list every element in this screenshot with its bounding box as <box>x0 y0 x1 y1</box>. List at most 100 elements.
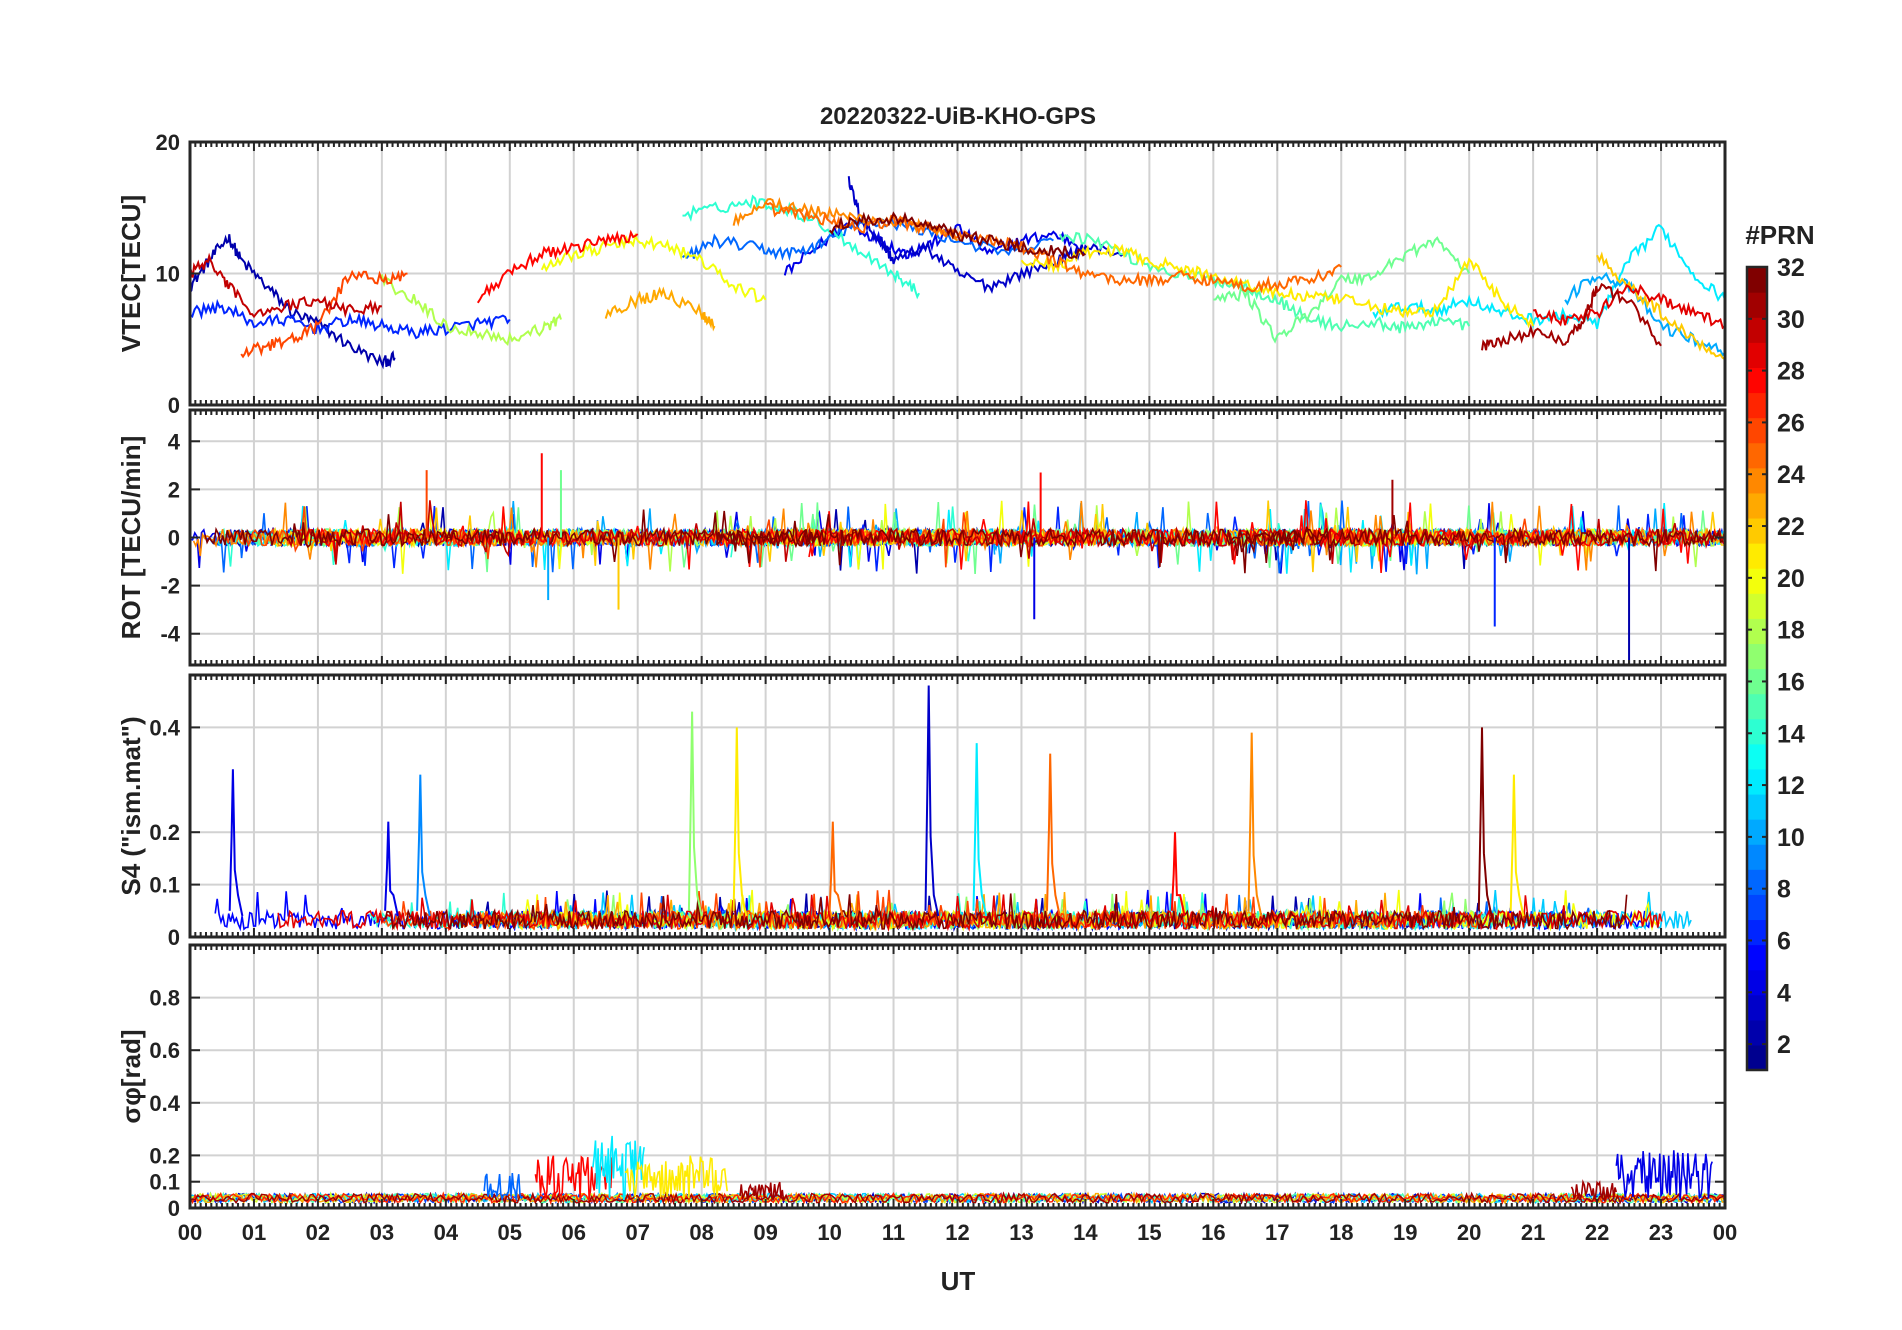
s4-spike-prn-4 <box>384 821 399 917</box>
x-tick-label: 11 <box>882 1220 905 1245</box>
colorbar-band <box>1747 417 1767 444</box>
sigma-bump-prn-4 <box>1615 1150 1713 1200</box>
vtec-series-prn-31 <box>1481 282 1662 351</box>
panel-s4: 0.4 0.2 0.1 0 S4 ("ism.mat") <box>116 673 1727 950</box>
sigma-bump-prn-31 <box>1570 1179 1618 1202</box>
x-tick-label: 01 <box>242 1220 266 1245</box>
y-tick-label: -4 <box>160 622 180 647</box>
colorbar-band <box>1747 568 1767 594</box>
vtec-series-prn-15 <box>1058 231 1471 334</box>
x-tick-label: 23 <box>1649 1220 1673 1245</box>
colorbar-tick-label: 18 <box>1777 617 1805 645</box>
vtec-series-prn-18 <box>380 274 562 347</box>
x-tick-label: 14 <box>1073 1220 1098 1245</box>
x-tick-label: 05 <box>498 1220 522 1245</box>
s4-series-prn-23 <box>457 892 1407 933</box>
colorbar-band <box>1747 844 1767 870</box>
y-tick-label: 4 <box>168 429 181 454</box>
colorbar-band <box>1747 718 1767 745</box>
y-axis-label: VTEC[TECU] <box>116 195 146 352</box>
y-tick-label: 20 <box>156 130 180 155</box>
y-tick-label: 0.1 <box>149 873 180 898</box>
colorbar-tick-label: 16 <box>1777 668 1805 696</box>
colorbar-tick-label: 4 <box>1777 979 1791 1007</box>
colorbar-band <box>1747 467 1767 494</box>
y-tick-label: 0 <box>168 925 180 950</box>
s4-spike-prn-25 <box>1046 753 1061 917</box>
x-tick-label: 09 <box>753 1220 777 1245</box>
colorbar-band <box>1747 543 1767 569</box>
tick-marks <box>189 141 1726 406</box>
s4-spike-prn-21 <box>1509 774 1525 917</box>
y-axis-label: ROT [TECU/min] <box>116 436 146 640</box>
colorbar-band <box>1747 869 1767 895</box>
x-tick-label: 07 <box>625 1220 649 1245</box>
x-tick-label: 10 <box>817 1220 841 1245</box>
vtec-series-prn-22 <box>1596 251 1725 360</box>
colorbar-tick-label: 22 <box>1777 513 1805 541</box>
sigma-bump-prn-21 <box>624 1155 728 1200</box>
colorbar-band <box>1747 743 1767 770</box>
panel-vtec: 20 10 0 VTEC[TECU] <box>116 130 1727 418</box>
y-axis-label: σφ[rad] <box>116 1029 146 1123</box>
rot-series-prn-32 <box>715 514 1333 574</box>
rot-series-prn-32 <box>204 509 822 564</box>
colorbar-band <box>1747 267 1767 293</box>
x-tick-label: 03 <box>370 1220 394 1245</box>
x-tick-label: 00 <box>178 1220 202 1245</box>
colorbar-tick-label: 12 <box>1777 772 1805 800</box>
y-tick-label: 2 <box>168 477 180 502</box>
colorbar-tick-label: 14 <box>1777 720 1805 748</box>
y-tick-label: 0 <box>168 1196 180 1221</box>
rot-series-prn-30 <box>1309 518 1725 565</box>
colorbar-tick-label: 32 <box>1777 254 1805 282</box>
y-tick-label: 0.4 <box>149 1091 180 1116</box>
vtec-series-prn-14 <box>682 194 920 300</box>
y-tick-label: 0.6 <box>149 1038 180 1063</box>
s4-spike-prn-12 <box>972 743 988 917</box>
colorbar-label: #PRN <box>1745 220 1814 250</box>
s4-spike-prn-28 <box>1170 832 1186 917</box>
colorbar-tick-label: 30 <box>1777 306 1805 334</box>
x-tick-label: 06 <box>562 1220 586 1245</box>
y-tick-label: 0.8 <box>149 986 180 1011</box>
s4-spike-prn-4 <box>228 769 244 917</box>
sigma-bump-prn-8 <box>483 1173 524 1202</box>
s4-spike-prn-21 <box>732 727 748 917</box>
colorbar-tick-label: 20 <box>1777 565 1805 593</box>
y-tick-label: 0.2 <box>149 820 180 845</box>
colorbar-band <box>1747 768 1767 795</box>
x-tick-label: 16 <box>1201 1220 1225 1245</box>
y-tick-label: 0.2 <box>149 1143 180 1168</box>
s4-spike-prn-25 <box>828 821 844 917</box>
colorbar-band <box>1747 392 1767 419</box>
x-tick-label: 13 <box>1009 1220 1033 1245</box>
colorbar-band <box>1747 643 1767 670</box>
vtec-series-prn-26 <box>240 269 408 359</box>
vtec-series-prn-30 <box>190 252 382 319</box>
colorbar-band <box>1747 492 1767 519</box>
x-tick-label: 15 <box>1137 1220 1161 1245</box>
sigma-bump-prn-12 <box>592 1135 645 1201</box>
x-tick-label: 17 <box>1265 1220 1289 1245</box>
colorbar-band <box>1747 342 1767 368</box>
colorbar-band <box>1747 317 1767 343</box>
colorbar-band <box>1747 894 1767 921</box>
colorbar-band <box>1747 1044 1767 1071</box>
s4-spike-prn-32 <box>1477 727 1493 917</box>
colorbar-band <box>1747 593 1767 619</box>
panel-sigma_phi: 0.8 0.6 0.4 0.20.10 σφ[rad] <box>116 943 1727 1221</box>
colorbar-band <box>1747 969 1767 996</box>
x-tick-label: 22 <box>1585 1220 1609 1245</box>
data-series <box>190 453 1725 665</box>
rot-series-prn-32 <box>1227 515 1724 572</box>
colorbar-band <box>1747 693 1767 720</box>
y-tick-label: 0.1 <box>149 1170 180 1195</box>
rot-series-prn-30 <box>285 500 792 565</box>
colorbar-tick-label: 24 <box>1777 461 1805 489</box>
s4-spike-prn-9 <box>416 774 431 917</box>
colorbar-tick-label: 8 <box>1777 876 1791 904</box>
s4-series-prn-32 <box>384 893 1628 932</box>
colorbar-band <box>1747 442 1767 469</box>
